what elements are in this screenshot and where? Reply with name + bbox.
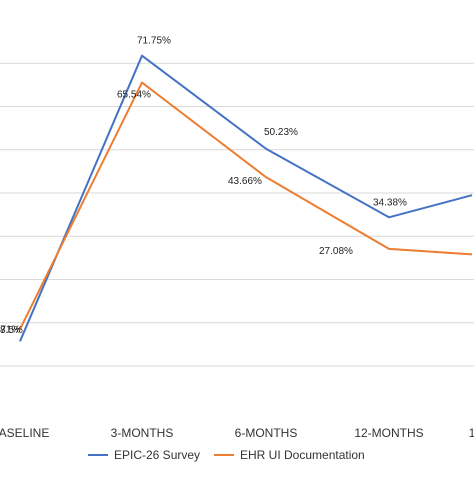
data-label: 34.38%	[373, 197, 407, 208]
x-tick-label: 6-MONTHS	[235, 426, 298, 440]
legend: EPIC-26 Survey EHR UI Documentation	[88, 448, 365, 462]
x-tick-label: 1	[469, 426, 474, 440]
x-tick-label: BASELINE	[0, 426, 49, 440]
data-label: 8.5%	[0, 325, 23, 336]
data-label: 43.66%	[228, 176, 262, 187]
data-label-layer: 5.71%71.75%50.23%34.38%8.5%65.54%43.66%2…	[0, 36, 407, 337]
x-tick-label: 3-MONTHS	[111, 426, 174, 440]
x-tick-label: 12-MONTHS	[354, 426, 423, 440]
data-label: 65.54%	[117, 90, 151, 101]
data-label: 50.23%	[264, 127, 298, 138]
legend-label: EHR UI Documentation	[240, 448, 365, 462]
data-label: 71.75%	[137, 36, 171, 47]
x-axis-tick-labels: BASELINE 3-MONTHS 6-MONTHS 12-MONTHS 1	[0, 426, 474, 440]
data-label: 27.08%	[319, 246, 353, 257]
legend-label: EPIC-26 Survey	[114, 448, 200, 462]
